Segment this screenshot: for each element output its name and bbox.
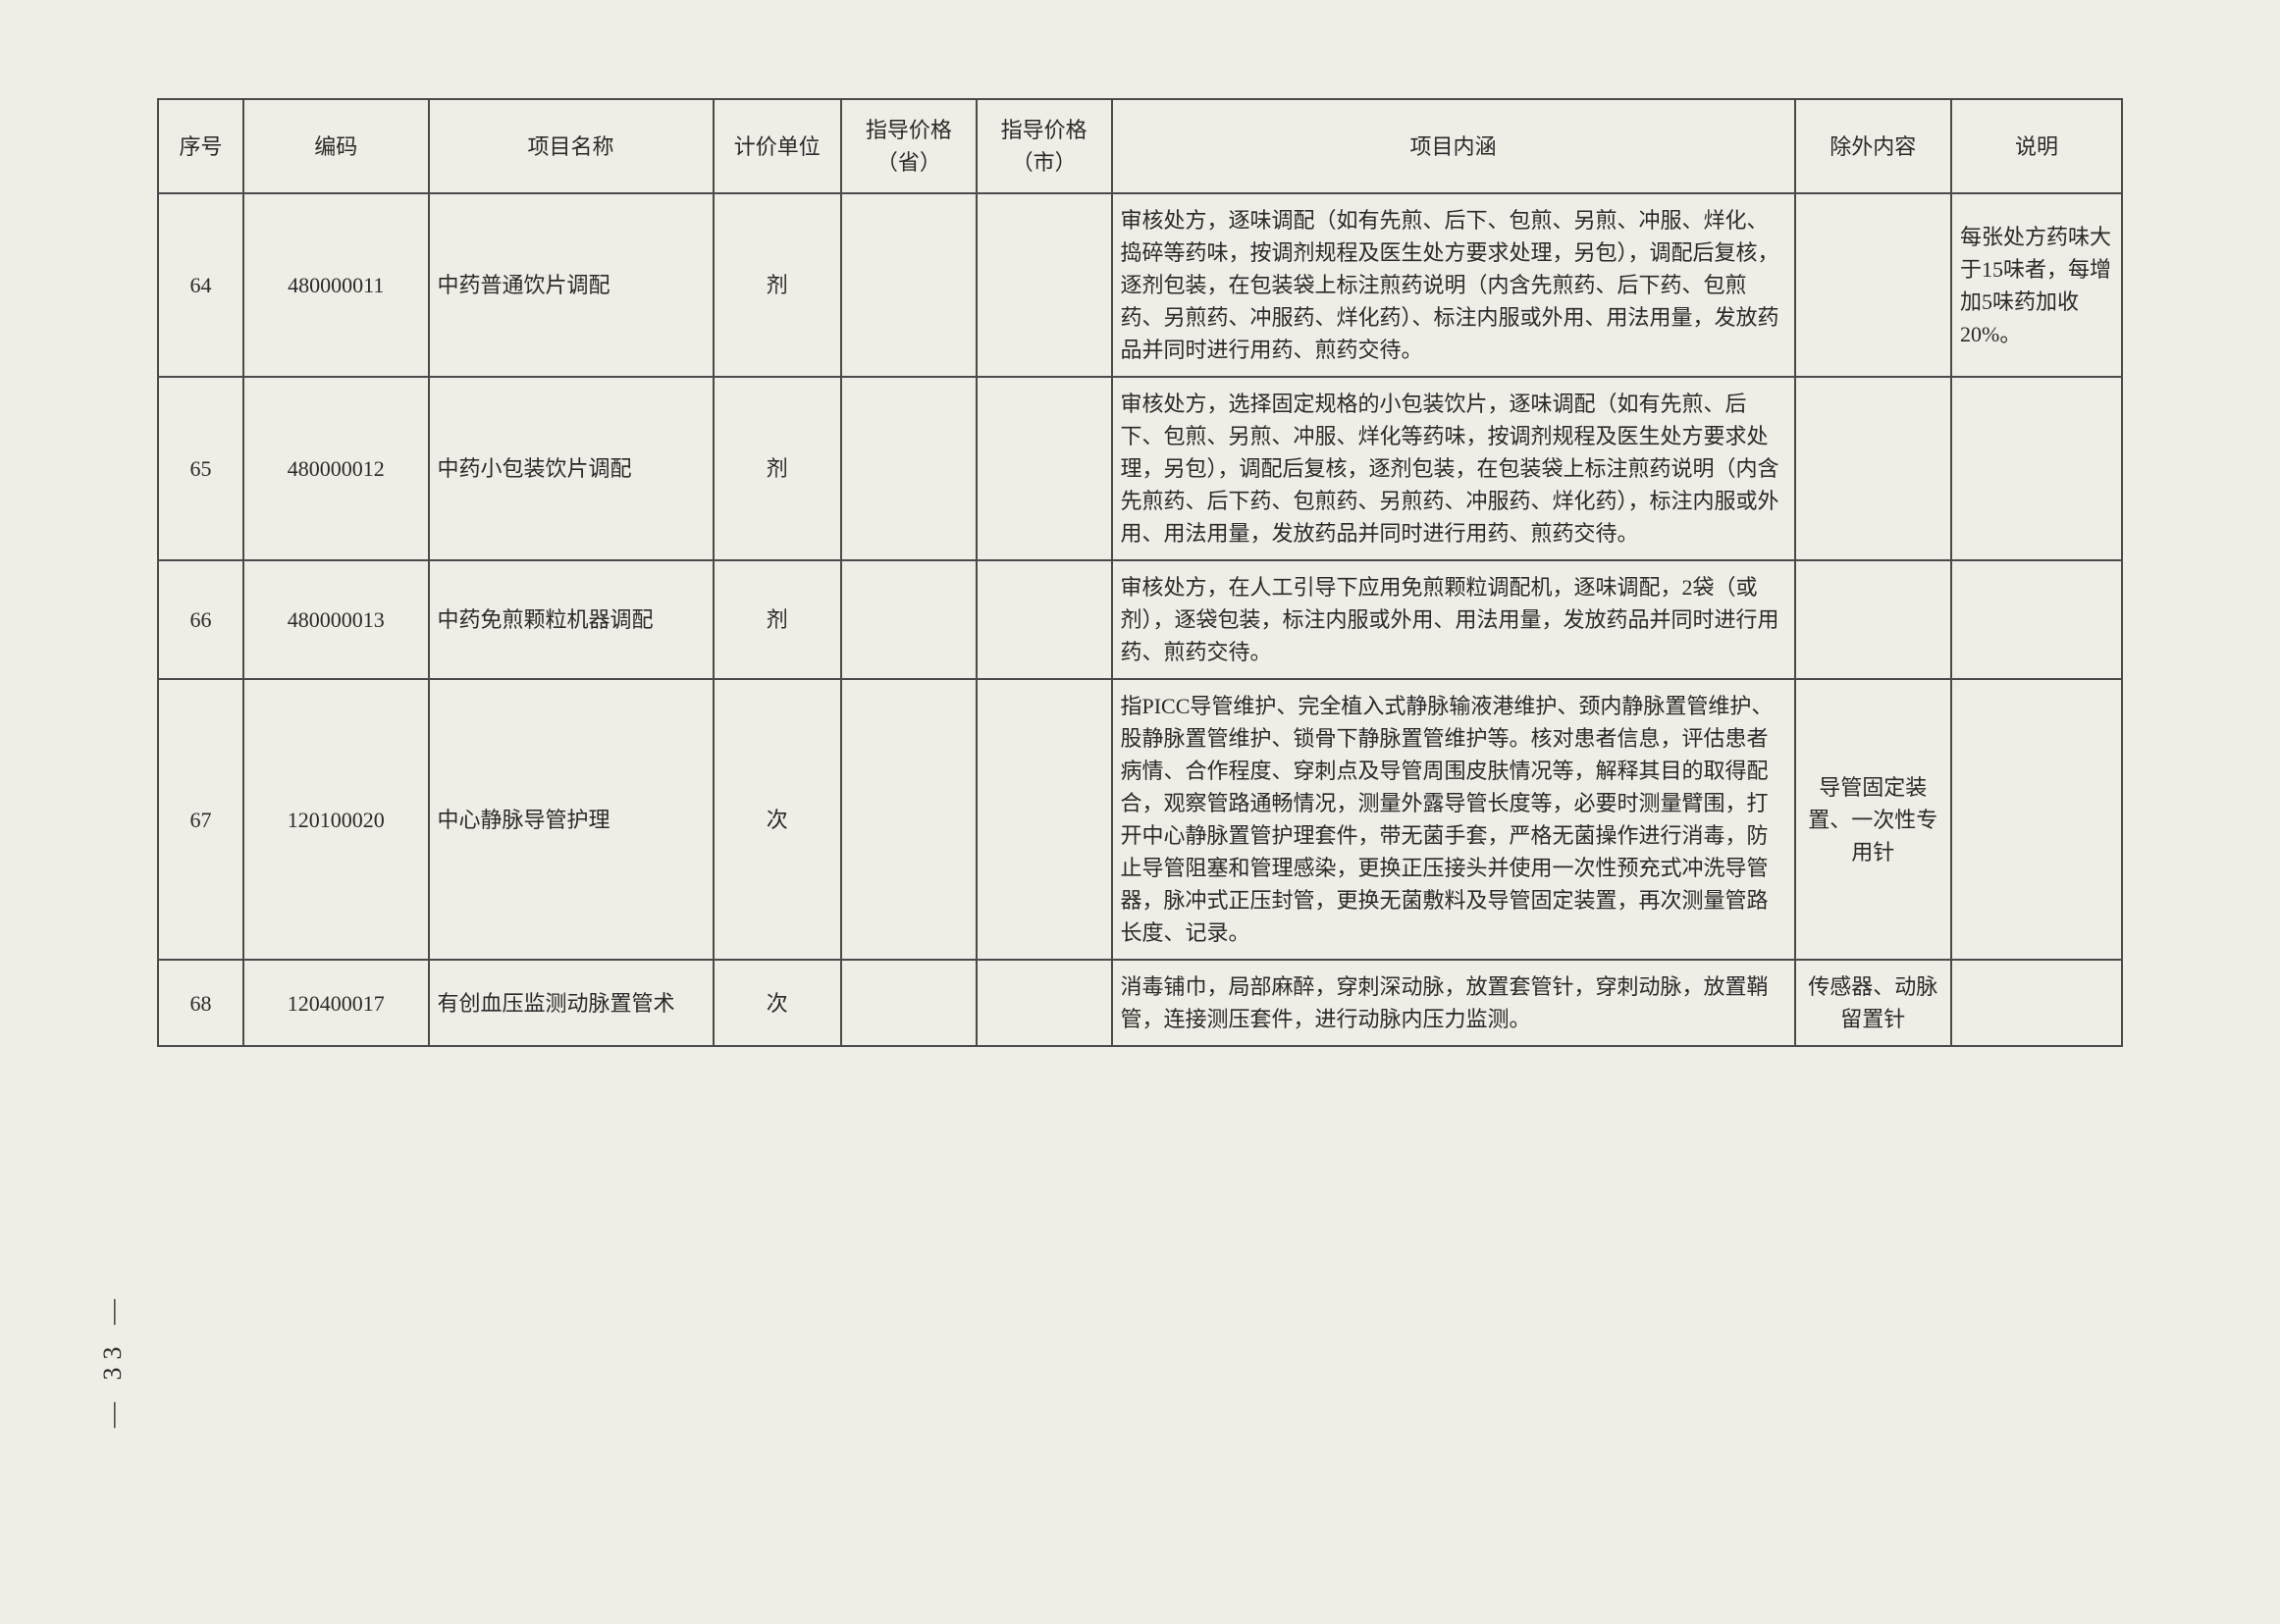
cell-code: 120400017 bbox=[243, 960, 429, 1046]
cell-seq: 68 bbox=[158, 960, 243, 1046]
cell-unit: 剂 bbox=[714, 560, 842, 679]
cell-price-city bbox=[977, 377, 1112, 560]
header-price-province: 指导价格（省） bbox=[841, 99, 977, 193]
header-code: 编码 bbox=[243, 99, 429, 193]
page-wrapper: 序号 编码 项目名称 计价单位 指导价格（省） 指导价格（市） 项目内涵 除外内… bbox=[157, 98, 2123, 1565]
cell-exclude: 导管固定装置、一次性专用针 bbox=[1795, 679, 1952, 960]
header-note: 说明 bbox=[1951, 99, 2122, 193]
cell-seq: 65 bbox=[158, 377, 243, 560]
cell-note bbox=[1951, 377, 2122, 560]
cell-price-province bbox=[841, 560, 977, 679]
cell-name: 有创血压监测动脉置管术 bbox=[429, 960, 714, 1046]
cell-code: 480000011 bbox=[243, 193, 429, 377]
table-row: 64 480000011 中药普通饮片调配 剂 审核处方，逐味调配（如有先煎、后… bbox=[158, 193, 2122, 377]
cell-note bbox=[1951, 560, 2122, 679]
table-body: 64 480000011 中药普通饮片调配 剂 审核处方，逐味调配（如有先煎、后… bbox=[158, 193, 2122, 1046]
cell-price-province bbox=[841, 960, 977, 1046]
cell-unit: 剂 bbox=[714, 377, 842, 560]
cell-exclude: 传感器、动脉留置针 bbox=[1795, 960, 1952, 1046]
table-row: 66 480000013 中药免煎颗粒机器调配 剂 审核处方，在人工引导下应用免… bbox=[158, 560, 2122, 679]
cell-seq: 67 bbox=[158, 679, 243, 960]
cell-price-city bbox=[977, 193, 1112, 377]
page-number: — 33 — bbox=[98, 1291, 128, 1428]
cell-unit: 次 bbox=[714, 679, 842, 960]
table-header: 序号 编码 项目名称 计价单位 指导价格（省） 指导价格（市） 项目内涵 除外内… bbox=[158, 99, 2122, 193]
cell-exclude bbox=[1795, 193, 1952, 377]
cell-content: 审核处方，选择固定规格的小包装饮片，逐味调配（如有先煎、后下、包煎、另煎、冲服、… bbox=[1112, 377, 1795, 560]
cell-seq: 64 bbox=[158, 193, 243, 377]
cell-note bbox=[1951, 960, 2122, 1046]
header-exclude: 除外内容 bbox=[1795, 99, 1952, 193]
cell-price-province bbox=[841, 679, 977, 960]
table-header-row: 序号 编码 项目名称 计价单位 指导价格（省） 指导价格（市） 项目内涵 除外内… bbox=[158, 99, 2122, 193]
cell-price-province bbox=[841, 377, 977, 560]
cell-name: 中药普通饮片调配 bbox=[429, 193, 714, 377]
cell-content: 审核处方，在人工引导下应用免煎颗粒调配机，逐味调配，2袋（或剂），逐袋包装，标注… bbox=[1112, 560, 1795, 679]
header-price-city: 指导价格（市） bbox=[977, 99, 1112, 193]
cell-name: 中心静脉导管护理 bbox=[429, 679, 714, 960]
cell-content: 审核处方，逐味调配（如有先煎、后下、包煎、另煎、冲服、烊化、捣碎等药味，按调剂规… bbox=[1112, 193, 1795, 377]
cell-unit: 次 bbox=[714, 960, 842, 1046]
pricing-table: 序号 编码 项目名称 计价单位 指导价格（省） 指导价格（市） 项目内涵 除外内… bbox=[157, 98, 2123, 1047]
table-row: 68 120400017 有创血压监测动脉置管术 次 消毒铺巾，局部麻醉，穿刺深… bbox=[158, 960, 2122, 1046]
header-seq: 序号 bbox=[158, 99, 243, 193]
header-content: 项目内涵 bbox=[1112, 99, 1795, 193]
cell-unit: 剂 bbox=[714, 193, 842, 377]
cell-code: 120100020 bbox=[243, 679, 429, 960]
cell-content: 指PICC导管维护、完全植入式静脉输液港维护、颈内静脉置管维护、股静脉置管维护、… bbox=[1112, 679, 1795, 960]
cell-price-city bbox=[977, 960, 1112, 1046]
header-unit: 计价单位 bbox=[714, 99, 842, 193]
cell-exclude bbox=[1795, 377, 1952, 560]
cell-price-province bbox=[841, 193, 977, 377]
table-row: 65 480000012 中药小包装饮片调配 剂 审核处方，选择固定规格的小包装… bbox=[158, 377, 2122, 560]
cell-note: 每张处方药味大于15味者，每增加5味药加收20%。 bbox=[1951, 193, 2122, 377]
cell-code: 480000012 bbox=[243, 377, 429, 560]
cell-seq: 66 bbox=[158, 560, 243, 679]
table-row: 67 120100020 中心静脉导管护理 次 指PICC导管维护、完全植入式静… bbox=[158, 679, 2122, 960]
cell-content: 消毒铺巾，局部麻醉，穿刺深动脉，放置套管针，穿刺动脉，放置鞘管，连接测压套件，进… bbox=[1112, 960, 1795, 1046]
cell-price-city bbox=[977, 679, 1112, 960]
cell-name: 中药免煎颗粒机器调配 bbox=[429, 560, 714, 679]
cell-price-city bbox=[977, 560, 1112, 679]
header-name: 项目名称 bbox=[429, 99, 714, 193]
cell-note bbox=[1951, 679, 2122, 960]
cell-code: 480000013 bbox=[243, 560, 429, 679]
cell-exclude bbox=[1795, 560, 1952, 679]
cell-name: 中药小包装饮片调配 bbox=[429, 377, 714, 560]
